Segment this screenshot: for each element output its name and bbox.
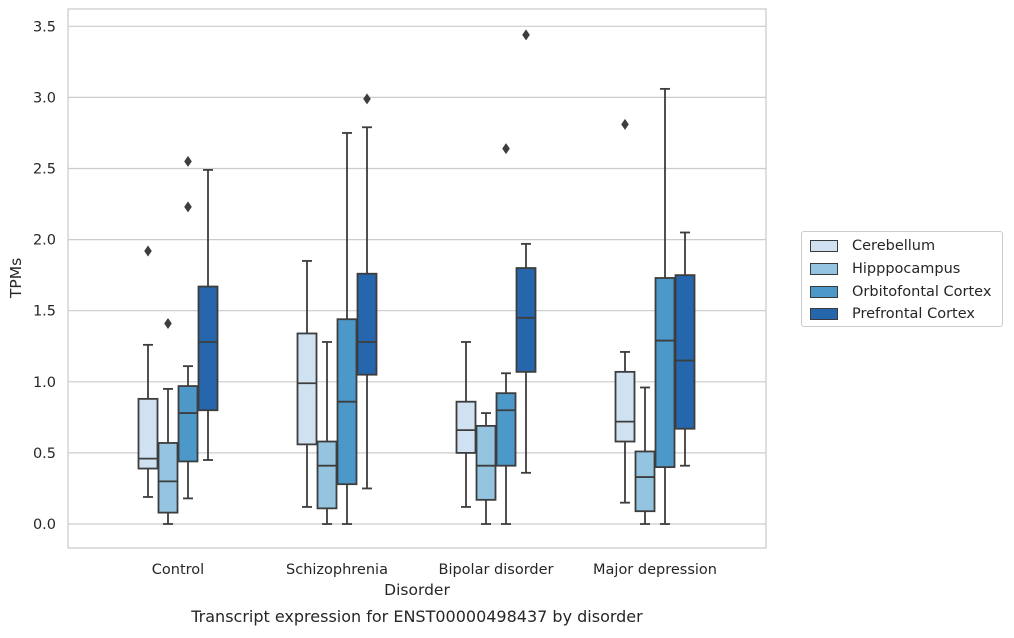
box-body — [614, 370, 636, 443]
outlier-point — [164, 317, 172, 329]
x-tick-label: Schizophrenia — [286, 562, 388, 578]
box-body — [177, 385, 199, 463]
box-series-2 — [177, 87, 676, 525]
legend-item-hippocampus: Hipppocampus — [810, 260, 960, 278]
y-tick-labels: 0.0 0.5 1.0 1.5 2.0 2.5 3.0 3.5 — [33, 19, 56, 533]
box-body — [475, 424, 497, 501]
box-body — [495, 392, 517, 467]
y-tick-label: 1.0 — [33, 375, 56, 391]
box-body — [654, 277, 676, 469]
legend-swatch-prefrontal-cortex — [810, 308, 838, 320]
legend-swatch-hippocampus — [810, 263, 838, 275]
outlier-point — [184, 155, 192, 167]
box-1-2 — [475, 412, 497, 525]
box-2-0 — [177, 155, 199, 500]
box-1-0 — [157, 317, 179, 525]
box-body — [674, 274, 696, 430]
box-series-1 — [157, 317, 656, 525]
legend-swatch-orbitofrontal-cortex — [810, 286, 838, 298]
box-0-2 — [455, 341, 477, 508]
y-tick-label: 3.0 — [33, 90, 56, 106]
outlier-point — [184, 201, 192, 213]
y-tick-label: 2.5 — [33, 162, 56, 178]
y-tick-label: 1.5 — [33, 304, 56, 320]
y-tick-label: 2.0 — [33, 233, 56, 249]
legend-label-prefrontal-cortex: Prefrontal Cortex — [852, 306, 975, 322]
box-0-1 — [296, 260, 318, 508]
legend-label-hippocampus: Hipppocampus — [852, 261, 961, 277]
box-2-2 — [495, 143, 517, 525]
box-1-1 — [316, 341, 338, 525]
box-body — [197, 285, 219, 412]
box-0-3 — [614, 118, 636, 504]
x-tick-label: Major depression — [593, 562, 717, 578]
x-tick-label: Control — [152, 562, 204, 578]
box-2-1 — [336, 132, 358, 525]
box-0-0 — [137, 245, 159, 498]
legend-swatch-cerebellum — [810, 240, 838, 252]
y-axis-label: TPMs — [7, 258, 25, 299]
box-series-0 — [137, 118, 636, 508]
legend: Cerebellum Hipppocampus Orbitofontal Cor… — [801, 231, 1003, 327]
box-body — [157, 442, 179, 514]
x-tick-label: Bipolar disorder — [439, 562, 554, 578]
outlier-point — [621, 118, 629, 130]
box-series — [137, 29, 696, 525]
y-tick-label: 0.0 — [33, 517, 56, 533]
outlier-point — [522, 29, 530, 41]
x-axis-label: Disorder — [384, 581, 450, 599]
box-body — [137, 397, 159, 470]
box-series-3 — [197, 29, 696, 490]
y-tick-label: 3.5 — [33, 19, 56, 35]
legend-label-orbitofrontal-cortex: Orbitofontal Cortex — [852, 284, 992, 300]
box-body — [455, 400, 477, 454]
outlier-point — [502, 143, 510, 155]
box-3-2 — [515, 29, 537, 474]
box-2-3 — [654, 87, 676, 525]
box-3-0 — [197, 169, 219, 461]
box-3-1 — [356, 93, 378, 490]
legend-item-cerebellum: Cerebellum — [810, 237, 935, 255]
legend-label-cerebellum: Cerebellum — [852, 238, 936, 254]
box-body — [634, 450, 656, 513]
y-tick-label: 0.5 — [33, 446, 56, 462]
plot-frame — [67, 8, 767, 549]
legend-item-orbitofrontal-cortex: Orbitofontal Cortex — [810, 283, 991, 301]
legend-item-prefrontal-cortex: Prefrontal Cortex — [810, 305, 975, 323]
box-body — [515, 267, 537, 373]
box-body — [316, 440, 338, 510]
x-tick-labels: Control Schizophrenia Bipolar disorder Majo… — [152, 562, 717, 578]
box-1-3 — [634, 386, 656, 525]
box-body — [296, 332, 318, 446]
outlier-point — [363, 93, 371, 105]
box-body — [356, 272, 378, 376]
chart-caption: Transcript expression for ENST0000049843… — [190, 607, 643, 626]
outlier-point — [144, 245, 152, 257]
box-3-3 — [674, 231, 696, 467]
